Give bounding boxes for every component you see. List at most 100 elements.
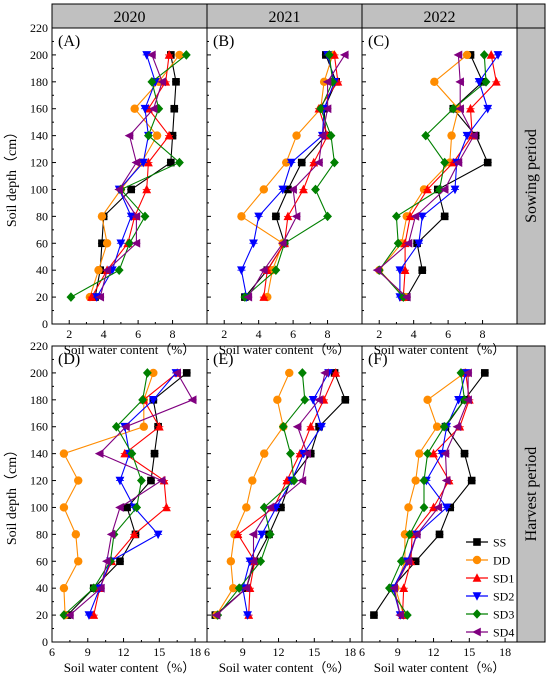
- point-f-dd-80: [400, 530, 410, 539]
- point-c-dd-140: [447, 131, 456, 140]
- point-a-sd4-40: [102, 265, 111, 275]
- point-a-sd2-160: [140, 104, 150, 114]
- x-tick-label-f-6: 6: [359, 645, 365, 659]
- legend-entry-sd2: SD2: [466, 590, 514, 604]
- point-c-sd4-140: [469, 131, 478, 141]
- point-d-sd3-120: [137, 475, 146, 486]
- point-a-sd1-200: [164, 50, 174, 59]
- point-d-sd3-40: [89, 583, 99, 593]
- legend-label-ss: SS: [493, 536, 506, 550]
- point-d-dd-140: [59, 449, 69, 458]
- point-e-sd2-20: [243, 611, 252, 620]
- point-a-sd4-160: [148, 104, 158, 114]
- point-e-sd2-160: [317, 422, 326, 432]
- point-e-sd3-120: [289, 475, 299, 486]
- point-a-ss-100: [127, 185, 136, 194]
- point-d-ss-60: [116, 557, 124, 566]
- series-a-sd3: [66, 50, 191, 302]
- point-a-sd2-60: [116, 239, 126, 249]
- point-c-ss-120: [483, 158, 492, 167]
- x-tick-label-d-12: 12: [118, 645, 130, 659]
- y-tick-label-a-20: 20: [36, 290, 48, 304]
- y-tick-label-a-80: 80: [36, 209, 48, 223]
- point-f-dd-180: [423, 395, 432, 405]
- legend: SS DD SD1 SD2 SD3 SD4: [466, 536, 514, 640]
- legend-marker-ss: [473, 538, 481, 546]
- series-c-dd: [375, 50, 472, 302]
- point-d-sd4-160: [121, 422, 130, 432]
- point-f-sd1-140: [429, 448, 438, 458]
- series-line-f-sd3: [388, 372, 466, 616]
- point-b-ss-120: [297, 158, 306, 167]
- point-b-sd4-140: [317, 131, 327, 141]
- series-c-sd2: [395, 51, 503, 302]
- panel-b: 2 4 6 8 (B): [206, 27, 363, 341]
- panel-e: 6 9 12 15 18 (E): [204, 345, 363, 659]
- series-f-ss: [369, 369, 489, 619]
- point-b-ss-100: [284, 185, 292, 194]
- x-tick-label-a-6: 6: [135, 327, 141, 341]
- point-f-ss-80: [435, 530, 444, 539]
- point-c-sd4-100: [439, 185, 449, 194]
- point-f-sd3-80: [405, 529, 415, 540]
- point-f-sd4-120: [441, 476, 451, 485]
- x-tick-label-a-2: 2: [66, 327, 72, 341]
- point-a-dd-200: [175, 50, 184, 60]
- point-b-sd4-60: [277, 238, 287, 248]
- series-a-dd: [85, 50, 184, 302]
- year-header-2022: 2022: [424, 9, 456, 26]
- point-d-sd1-140: [120, 448, 130, 458]
- point-f-ss-20: [370, 611, 378, 619]
- series-line-e-sd2: [242, 372, 330, 616]
- point-e-sd4-100: [265, 503, 274, 512]
- point-b-sd2-40: [237, 266, 246, 275]
- point-d-sd3-140: [127, 448, 137, 459]
- series-d-sd3: [59, 368, 152, 620]
- legend-entry-sd4: SD4: [466, 626, 514, 640]
- point-e-sd2-80: [257, 530, 267, 540]
- point-e-dd-100: [242, 503, 251, 512]
- point-d-dd-80: [71, 530, 81, 539]
- x-tick-label-b-6: 6: [290, 327, 296, 341]
- point-e-sd4-40: [241, 583, 251, 593]
- point-f-sd4-40: [389, 583, 398, 593]
- y-tick-label-d-180: 180: [30, 393, 48, 407]
- point-b-dd-100: [259, 185, 269, 194]
- y-tick-label-d-60: 60: [36, 554, 48, 568]
- y-tick-label-d-80: 80: [36, 527, 48, 541]
- point-b-sd3-140: [326, 130, 336, 141]
- point-e-sd1-160: [306, 421, 316, 431]
- point-e-sd3-180: [300, 395, 310, 405]
- point-f-ss-200: [481, 369, 489, 377]
- x-tick-label-e-15: 15: [308, 645, 320, 659]
- point-d-sd1-20: [89, 610, 99, 619]
- x-tick-label-d-9: 9: [85, 645, 91, 659]
- series-a-ss: [91, 51, 180, 301]
- x-tick-label-e-9: 9: [240, 645, 246, 659]
- series-line-d-sd3: [63, 372, 148, 616]
- point-f-sd4-200: [463, 368, 472, 378]
- point-a-sd4-180: [157, 77, 167, 87]
- point-f-sd2-180: [454, 396, 463, 405]
- point-b-sd4-160: [322, 104, 332, 114]
- point-e-sd4-180: [314, 395, 323, 405]
- x-axis-label-a: Soil water content（%）: [64, 342, 195, 357]
- y-tick-label-a-220: 220: [30, 21, 48, 35]
- point-c-sd3-120: [440, 157, 450, 168]
- point-d-sd1-160: [154, 421, 164, 431]
- point-a-dd-160: [130, 104, 139, 113]
- series-line-b-sd2: [240, 54, 335, 298]
- point-e-sd3-200: [297, 368, 307, 378]
- point-a-sd2-200: [142, 51, 152, 60]
- point-c-sd4-120: [453, 158, 463, 167]
- point-f-dd-120: [411, 476, 420, 485]
- series-line-e-dd: [216, 372, 290, 616]
- point-b-sd4-20: [243, 292, 253, 302]
- x-tick-label-f-18: 18: [499, 645, 511, 659]
- series-line-a-sd4: [99, 54, 163, 298]
- point-e-dd-60: [226, 557, 236, 566]
- point-a-ss-160: [170, 104, 179, 113]
- point-f-dd-140: [415, 449, 424, 458]
- point-e-sd2-180: [308, 396, 318, 405]
